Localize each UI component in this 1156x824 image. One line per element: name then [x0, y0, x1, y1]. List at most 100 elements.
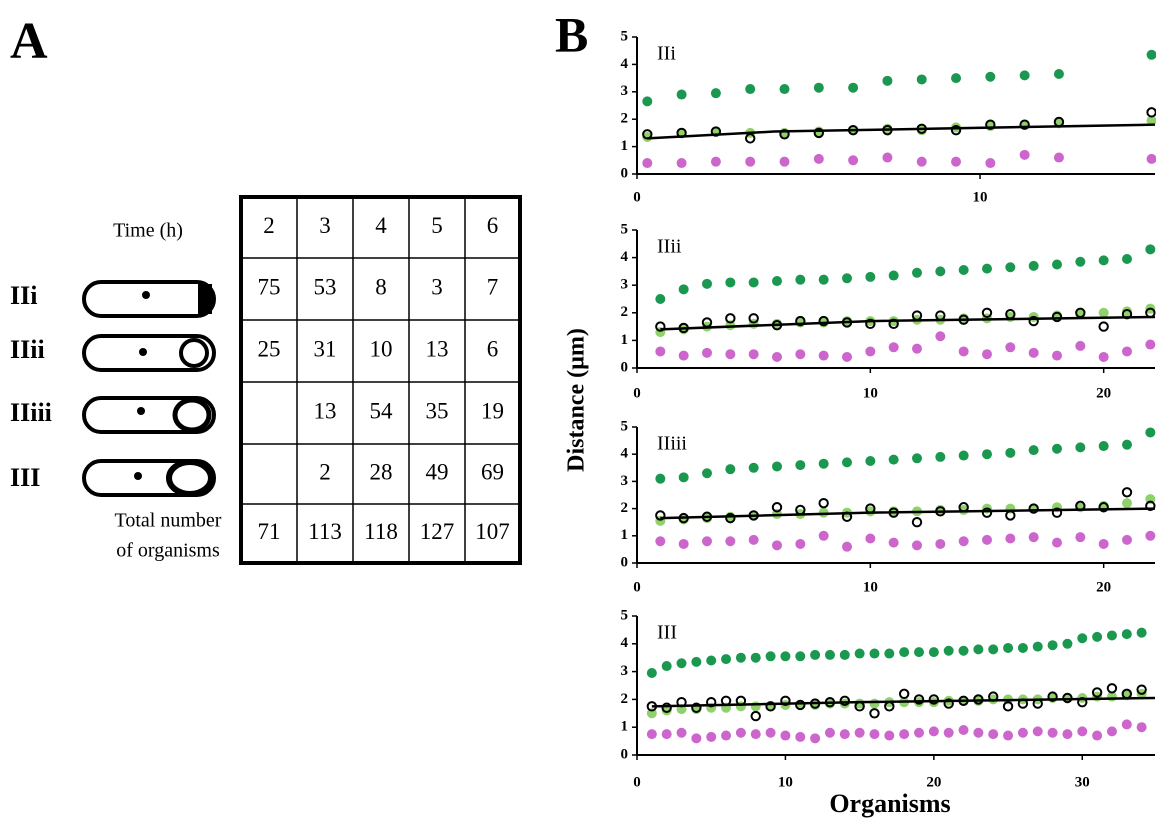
- y-tick-label: 2: [621, 500, 629, 516]
- point: [982, 349, 992, 360]
- row-label: IIi: [10, 281, 37, 310]
- point: [795, 731, 806, 742]
- point: [943, 698, 954, 709]
- point: [1062, 638, 1073, 649]
- point: [678, 284, 689, 295]
- point: [1028, 445, 1039, 456]
- point: [916, 156, 927, 167]
- point: [958, 536, 969, 547]
- table-header: 5: [431, 213, 443, 238]
- point: [928, 694, 940, 705]
- point: [1091, 687, 1103, 698]
- point: [661, 702, 672, 713]
- dot: [142, 291, 150, 299]
- point: [771, 502, 783, 513]
- table-border: [239, 195, 522, 565]
- table-total: 113: [308, 519, 342, 544]
- chart-title: IIi: [657, 43, 676, 65]
- point: [1122, 306, 1132, 317]
- point: [1136, 627, 1147, 638]
- point: [1077, 633, 1088, 644]
- y-tick-label: 1: [621, 332, 629, 348]
- point: [913, 694, 925, 705]
- point: [748, 277, 759, 288]
- point: [869, 708, 880, 719]
- point: [888, 342, 899, 353]
- fit-line: [647, 123, 1156, 140]
- point: [818, 458, 829, 469]
- point: [842, 541, 852, 552]
- point: [935, 538, 946, 549]
- point: [1028, 532, 1039, 543]
- point: [735, 652, 746, 663]
- point: [780, 730, 791, 741]
- point: [1098, 502, 1109, 513]
- point: [988, 729, 999, 740]
- point: [1047, 640, 1058, 651]
- table-total: 118: [364, 519, 398, 544]
- point: [765, 727, 776, 738]
- point: [1121, 629, 1132, 640]
- point: [935, 331, 946, 342]
- point: [1136, 684, 1147, 695]
- spore: [166, 459, 214, 497]
- y-tick-label: 0: [621, 554, 629, 570]
- y-tick-label: 5: [621, 221, 629, 237]
- x-tick-label: 10: [973, 189, 988, 205]
- point: [1062, 729, 1073, 740]
- point: [725, 464, 736, 475]
- point: [661, 705, 672, 716]
- cell-icon: [82, 396, 216, 434]
- point: [710, 156, 721, 167]
- point: [646, 729, 657, 740]
- point: [810, 649, 821, 660]
- x-tick-label: 0: [633, 385, 641, 401]
- nucleoids: [134, 291, 150, 480]
- point: [935, 266, 946, 277]
- table-cell: 2: [319, 459, 331, 484]
- point: [916, 74, 927, 85]
- point: [1003, 730, 1014, 741]
- point: [1002, 701, 1014, 712]
- fit-line: [660, 507, 1156, 520]
- point: [1146, 115, 1156, 126]
- point: [884, 648, 895, 659]
- y-tick-label: 1: [621, 138, 629, 154]
- point: [1047, 691, 1058, 702]
- point: [1106, 683, 1118, 694]
- point: [1053, 152, 1064, 163]
- point: [795, 349, 806, 360]
- point: [865, 533, 876, 544]
- table-header: 6: [487, 213, 499, 238]
- point: [818, 315, 829, 327]
- point: [1003, 642, 1014, 653]
- point: [795, 315, 806, 327]
- point: [951, 156, 962, 167]
- point: [1122, 346, 1132, 357]
- point: [865, 271, 876, 282]
- point: [1146, 153, 1156, 164]
- table-total: 127: [420, 519, 455, 544]
- point: [950, 124, 962, 136]
- y-tick-label: 3: [621, 277, 629, 293]
- y-tick-label: 3: [621, 473, 629, 489]
- point: [958, 346, 969, 357]
- point: [725, 349, 736, 360]
- point: [725, 277, 736, 288]
- point: [691, 656, 702, 667]
- point: [655, 473, 666, 484]
- point: [818, 350, 829, 361]
- point: [911, 517, 923, 528]
- point: [1145, 339, 1156, 350]
- point: [914, 647, 925, 658]
- point: [1051, 311, 1063, 323]
- table-cell: 13: [426, 336, 449, 361]
- y-axis-label: Distance (µm): [564, 328, 590, 472]
- x-tick-label: 0: [633, 189, 641, 205]
- point: [888, 537, 899, 548]
- table-cell: 7: [487, 274, 499, 299]
- point: [869, 648, 880, 659]
- point: [981, 307, 993, 318]
- point: [912, 267, 922, 278]
